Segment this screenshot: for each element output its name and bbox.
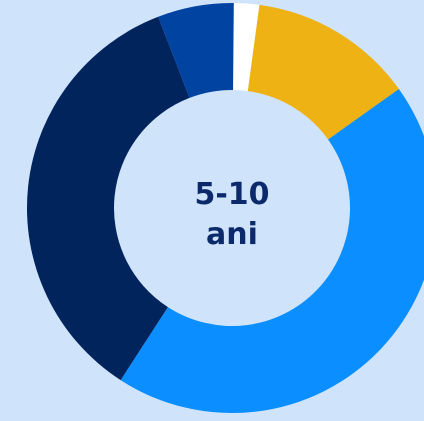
center-label-line-1: 5-10 — [152, 175, 312, 215]
center-label: 5-10 ani — [152, 175, 312, 255]
center-label-line-2: ani — [152, 215, 312, 255]
